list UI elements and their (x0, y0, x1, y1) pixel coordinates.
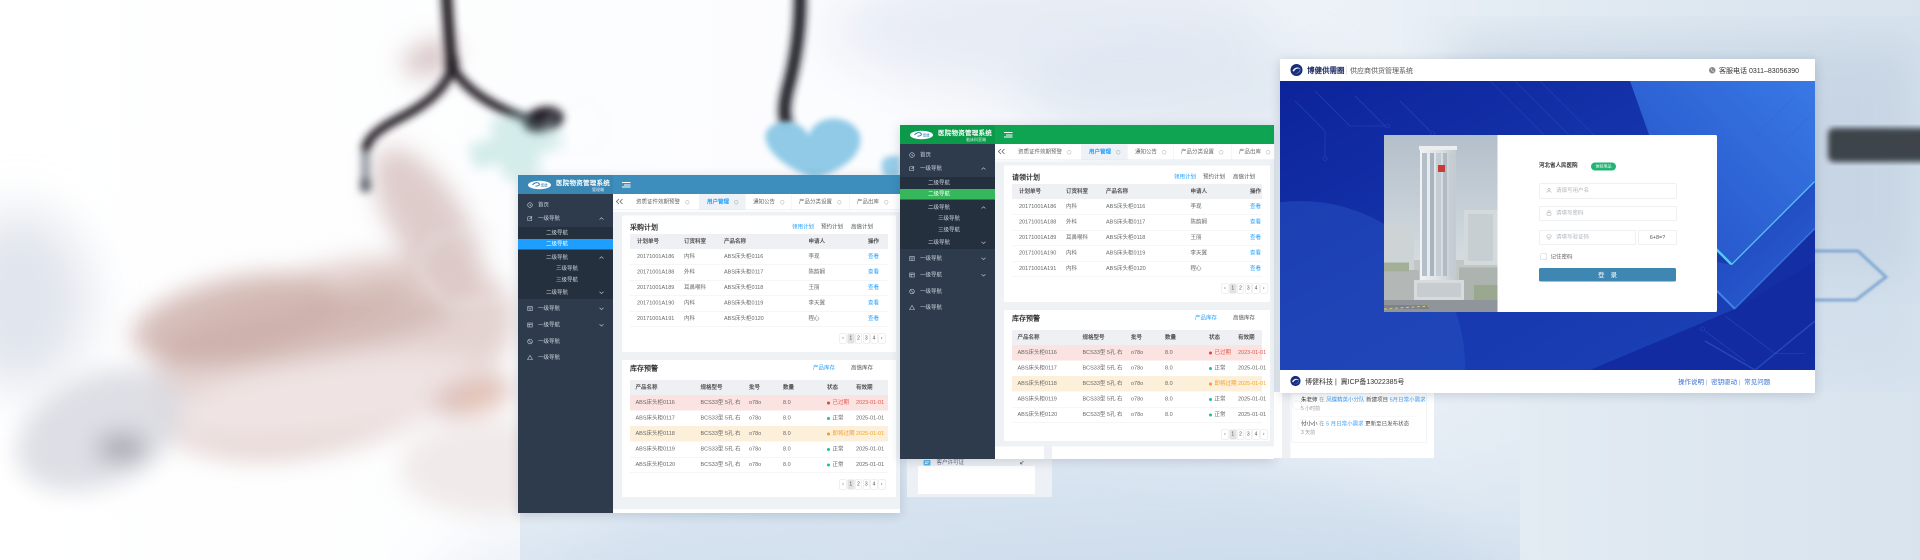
svg-text:博健: 博健 (541, 183, 549, 188)
svg-text:博健: 博健 (923, 133, 931, 138)
